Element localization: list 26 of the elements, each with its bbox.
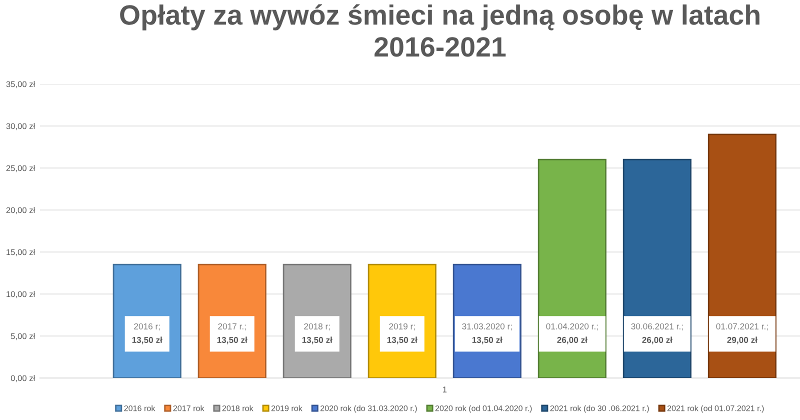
y-tick-label: 20,00 zł: [6, 206, 36, 214]
x-tick-label: 1: [442, 386, 447, 392]
legend-label: 2020 rok (od 01.04.2020 r.): [435, 405, 532, 413]
legend-label: 2017 rok: [173, 405, 204, 412]
y-tick-label: 0,00 zł: [10, 374, 36, 382]
legend-label: 2020 rok (do 31.03.2020 r.): [320, 405, 417, 413]
data-label: 30.06.2021 r.; 26,00 zł: [631, 323, 683, 344]
data-label: 01.04.2020 r.; 26,00 zł: [546, 323, 598, 344]
data-label: 2018 r; 13,50 zł: [302, 323, 332, 344]
legend-label: 2018 rok: [222, 405, 254, 412]
y-tick-label: 25,00 zł: [6, 164, 36, 172]
data-label: 2019 r; 13,50 zł: [387, 323, 418, 344]
data-label: 2017 r.; 13,50 zł: [217, 323, 248, 344]
data-label: 01.07.2021 r.; 29,00 zł: [716, 323, 768, 344]
legend-label: 2021 rok (od 01.07.2021 r.): [667, 405, 764, 413]
y-tick-label: 30,00 zł: [6, 122, 36, 130]
chart-title: Opłaty za wywóz śmieci na jedną osobę w latach 2016-2021: [120, 4, 760, 57]
data-label: 31.03.2020 r; 13,50 zł: [462, 323, 512, 344]
legend-label: 2019 rok: [271, 405, 302, 412]
legend-label: 2021 rok (do 30 .06.2021 r.): [550, 405, 649, 413]
y-tick-label: 10,00 zł: [6, 290, 36, 298]
legend-label: 2016 rok: [124, 405, 156, 412]
y-tick-label: 15,00 zł: [6, 248, 36, 256]
y-tick-label: 35,00 zł: [6, 80, 36, 88]
data-label: 2016 r; 13,50 zł: [132, 323, 162, 344]
y-tick-label: 5,00 zł: [10, 332, 36, 340]
